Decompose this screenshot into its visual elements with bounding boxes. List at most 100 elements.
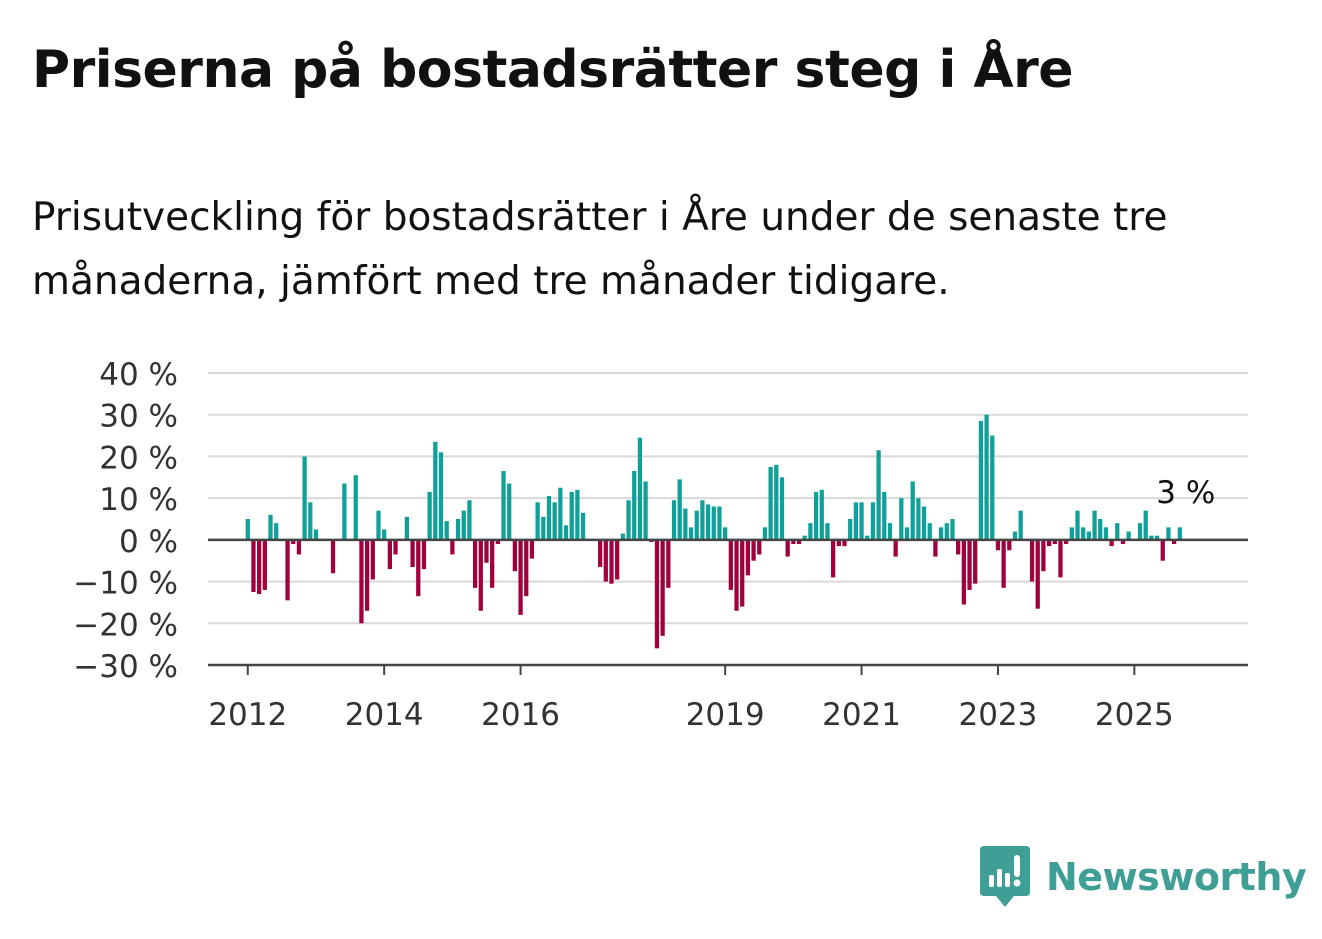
gridlines bbox=[208, 372, 1248, 625]
bar bbox=[416, 539, 421, 597]
bar bbox=[802, 535, 807, 540]
bar bbox=[757, 539, 762, 555]
bar bbox=[723, 527, 728, 540]
bar bbox=[819, 489, 824, 540]
bar bbox=[933, 539, 938, 557]
bar bbox=[785, 539, 790, 557]
chart-subtitle: Prisutveckling för bostadsrätter i Åre u… bbox=[32, 195, 1168, 304]
bar bbox=[995, 539, 1001, 551]
y-tick-label: −10 % bbox=[73, 566, 178, 602]
bar bbox=[717, 506, 722, 540]
bar bbox=[1058, 539, 1063, 578]
bar bbox=[404, 516, 410, 540]
bar bbox=[956, 539, 961, 555]
bar bbox=[291, 539, 296, 545]
bar bbox=[910, 481, 915, 540]
bar bbox=[938, 527, 944, 540]
bar bbox=[671, 500, 677, 540]
bar bbox=[1012, 531, 1018, 540]
bar bbox=[705, 504, 711, 540]
bar bbox=[808, 523, 813, 540]
bar bbox=[660, 539, 665, 636]
bar bbox=[558, 487, 563, 540]
bar bbox=[887, 523, 893, 540]
y-tick-label: 40 % bbox=[99, 357, 178, 393]
bar bbox=[490, 539, 495, 588]
bar bbox=[438, 452, 444, 540]
bar bbox=[501, 471, 506, 540]
bar bbox=[870, 502, 876, 540]
bar bbox=[796, 539, 802, 545]
x-tick-label: 2014 bbox=[345, 697, 424, 733]
bar bbox=[728, 539, 733, 590]
bar bbox=[1137, 523, 1143, 540]
bar bbox=[745, 539, 751, 576]
x-tick-label: 2012 bbox=[208, 697, 287, 733]
bar bbox=[330, 539, 336, 574]
bar bbox=[751, 539, 756, 561]
bar bbox=[774, 464, 779, 540]
bar bbox=[978, 420, 984, 540]
bar bbox=[563, 525, 569, 540]
bar bbox=[1166, 527, 1171, 540]
axes bbox=[208, 538, 1248, 675]
bar bbox=[467, 500, 472, 540]
bar bbox=[1041, 539, 1046, 572]
bar bbox=[535, 502, 540, 540]
bar bbox=[342, 483, 347, 540]
bar bbox=[410, 539, 415, 567]
bar bbox=[973, 539, 978, 584]
bar bbox=[1064, 539, 1069, 545]
bar bbox=[1126, 531, 1131, 540]
bar bbox=[711, 506, 716, 540]
bar bbox=[654, 539, 660, 649]
bar bbox=[308, 502, 313, 540]
bar bbox=[842, 539, 847, 547]
bar bbox=[677, 479, 682, 540]
bar bbox=[762, 527, 768, 540]
bar bbox=[1075, 510, 1080, 540]
bar bbox=[882, 491, 887, 540]
bar bbox=[484, 539, 489, 563]
bar bbox=[1007, 539, 1012, 551]
bar bbox=[683, 508, 688, 540]
bar bbox=[632, 471, 637, 540]
bar bbox=[1092, 510, 1097, 540]
bar bbox=[245, 519, 250, 540]
bar bbox=[836, 539, 841, 547]
bar bbox=[1177, 527, 1182, 540]
bar bbox=[598, 539, 603, 567]
brand-name: Newsworthy bbox=[1046, 855, 1307, 899]
bar bbox=[370, 539, 375, 580]
x-tick-label: 2021 bbox=[822, 697, 901, 733]
bar bbox=[944, 523, 949, 540]
bar bbox=[950, 519, 955, 540]
newsworthy-logo: Newsworthy bbox=[980, 846, 1307, 908]
bar bbox=[927, 523, 932, 540]
bar bbox=[1149, 535, 1154, 540]
bar bbox=[615, 539, 620, 580]
bar bbox=[1115, 523, 1120, 540]
bar bbox=[450, 539, 455, 555]
bar bbox=[791, 539, 796, 545]
y-tick-label: 10 % bbox=[99, 482, 178, 518]
bar bbox=[507, 483, 512, 540]
bar bbox=[376, 510, 381, 540]
bar bbox=[512, 539, 518, 572]
bar bbox=[688, 527, 694, 540]
x-tick-label: 2019 bbox=[686, 697, 765, 733]
bar bbox=[427, 491, 432, 540]
bar bbox=[1154, 535, 1160, 540]
bar bbox=[768, 466, 773, 540]
bar bbox=[495, 539, 500, 545]
bar bbox=[984, 414, 989, 540]
bar bbox=[1098, 519, 1103, 540]
bar bbox=[359, 539, 364, 624]
bar bbox=[1086, 531, 1091, 540]
bar bbox=[455, 519, 461, 540]
bar bbox=[575, 489, 580, 540]
bar bbox=[831, 539, 836, 578]
bar bbox=[990, 435, 995, 540]
bar bbox=[529, 539, 535, 559]
bar bbox=[262, 539, 267, 590]
